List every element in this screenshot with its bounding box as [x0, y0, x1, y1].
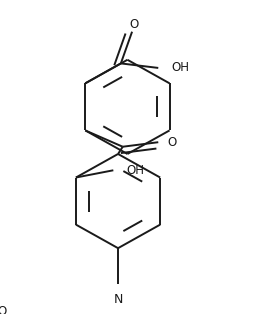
Text: O: O [168, 136, 177, 149]
Text: OH: OH [126, 164, 144, 177]
Text: OH: OH [171, 62, 189, 74]
Text: O: O [0, 305, 7, 314]
Text: N: N [113, 293, 123, 306]
Text: O: O [129, 18, 139, 31]
